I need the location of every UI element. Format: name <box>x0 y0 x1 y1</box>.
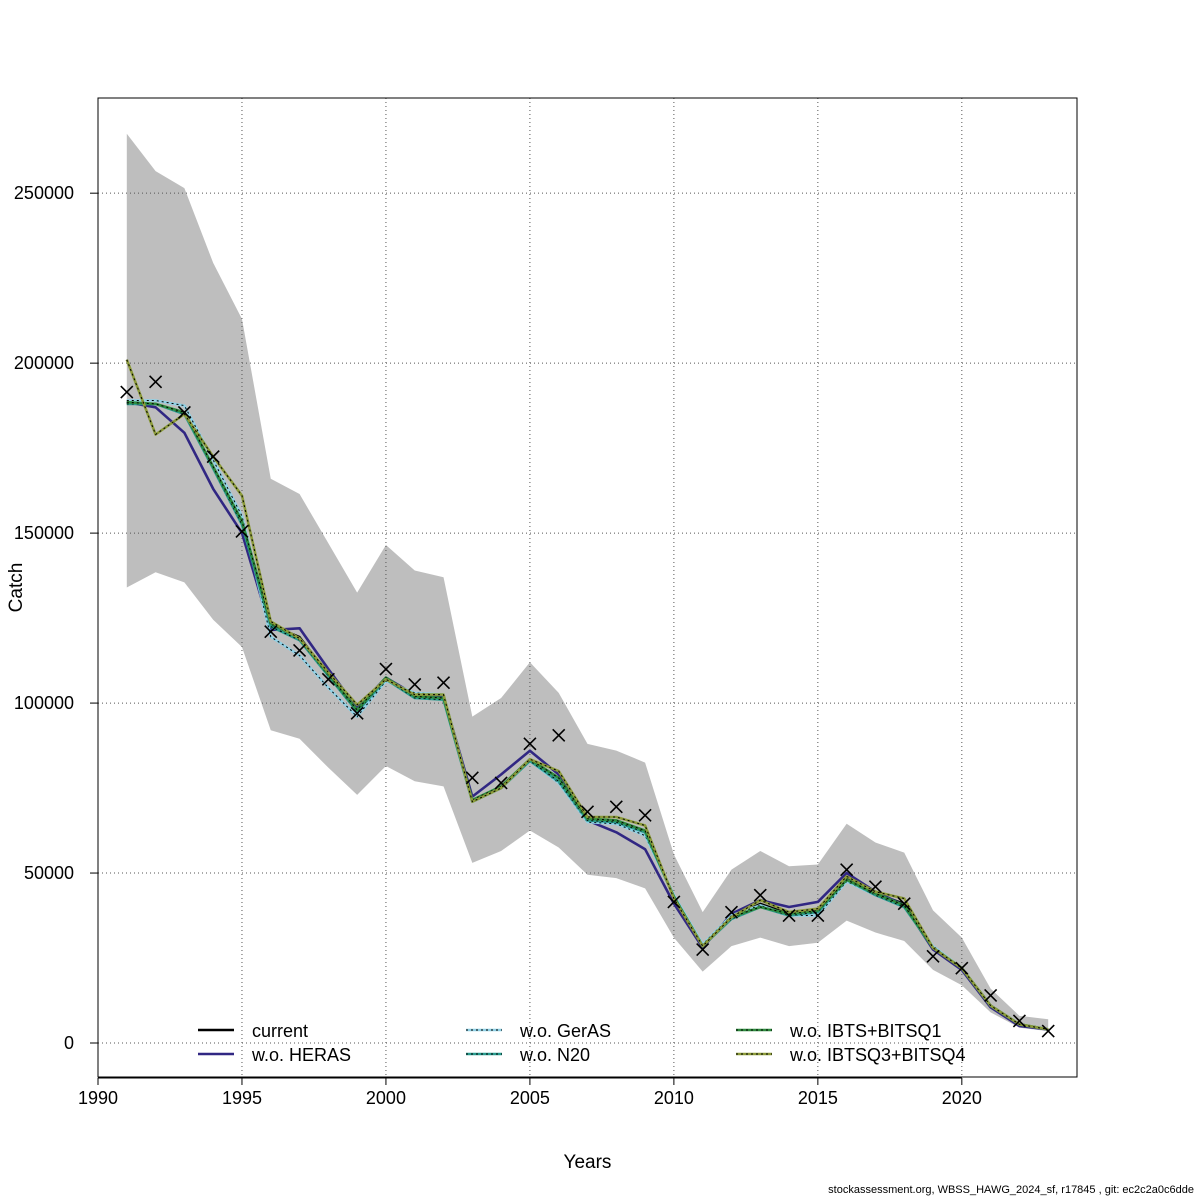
confidence-band-area <box>126 133 1049 1032</box>
x-tick-label: 2015 <box>798 1088 838 1108</box>
y-tick-label: 0 <box>64 1033 74 1053</box>
observed-point <box>897 897 911 911</box>
x-tick-label: 2000 <box>366 1088 406 1108</box>
observed-point <box>552 728 566 742</box>
observed-point <box>436 676 451 690</box>
observed-point <box>984 988 998 1002</box>
legend-label: w.o. IBTSQ3+BITSQ4 <box>789 1045 966 1065</box>
observed-point <box>1012 1014 1026 1028</box>
y-tick-label: 100000 <box>14 693 74 713</box>
observed-point <box>580 805 595 819</box>
observed-point <box>120 385 134 399</box>
y-tick-label: 150000 <box>14 523 74 543</box>
observed-point <box>379 662 393 676</box>
legend: current w.o. HERAS w.o. GerAS w.o. N20 w.o. … <box>198 1021 966 1065</box>
observed-point <box>868 880 883 894</box>
legend-label: w.o. N20 <box>519 1045 590 1065</box>
observed-point <box>523 737 537 751</box>
series-line-dots <box>126 401 1049 1030</box>
confidence-band <box>126 133 1049 1032</box>
observed-point <box>408 677 422 691</box>
observed-point <box>696 942 710 957</box>
observed-points <box>120 375 1055 1038</box>
axes: 1990 1995 2000 2005 2010 2015 2020 0 50000 100000… <box>14 183 982 1108</box>
observed-point <box>753 888 767 902</box>
observed-point <box>264 625 278 639</box>
footer-credit: stockassessment.org, WBSS_HAWG_2024_sf, … <box>828 1184 1194 1196</box>
observed-point <box>494 776 508 790</box>
observed-point <box>465 771 479 785</box>
x-axis-label: Years <box>564 1152 612 1173</box>
x-tick-label: 1995 <box>222 1088 262 1108</box>
y-tick-label: 50000 <box>24 863 74 883</box>
observed-point <box>811 908 825 923</box>
legend-label: w.o. HERAS <box>251 1045 351 1065</box>
y-axis-label: Catch <box>6 563 27 613</box>
observed-point <box>926 949 940 963</box>
y-tick-label: 250000 <box>14 183 74 203</box>
observed-point <box>350 706 364 720</box>
observed-point <box>1041 1024 1055 1038</box>
observed-point <box>235 524 249 538</box>
x-tick-label: 1990 <box>78 1088 118 1108</box>
series-line-dots <box>126 403 1049 1030</box>
observed-point <box>667 895 681 909</box>
legend-label: w.o. IBTS+BITSQ1 <box>789 1021 942 1041</box>
legend-label: w.o. GerAS <box>519 1021 611 1041</box>
series-lines <box>125 359 1049 1031</box>
series-line-dots <box>126 359 1049 1030</box>
observed-point <box>321 672 335 686</box>
observed-point <box>149 375 163 389</box>
observed-point <box>177 405 191 420</box>
observed-point <box>292 643 307 657</box>
observed-point <box>638 808 652 822</box>
y-tick-label: 200000 <box>14 353 74 373</box>
observed-point <box>609 800 623 814</box>
x-tick-label: 2010 <box>654 1088 694 1108</box>
legend-label: current <box>252 1021 308 1041</box>
observed-point <box>955 961 969 975</box>
observed-point <box>206 450 220 464</box>
observed-point <box>782 908 796 923</box>
x-tick-label: 2020 <box>942 1088 982 1108</box>
x-tick-label: 2005 <box>510 1088 550 1108</box>
observed-point <box>724 905 739 919</box>
observed-point <box>840 863 854 877</box>
